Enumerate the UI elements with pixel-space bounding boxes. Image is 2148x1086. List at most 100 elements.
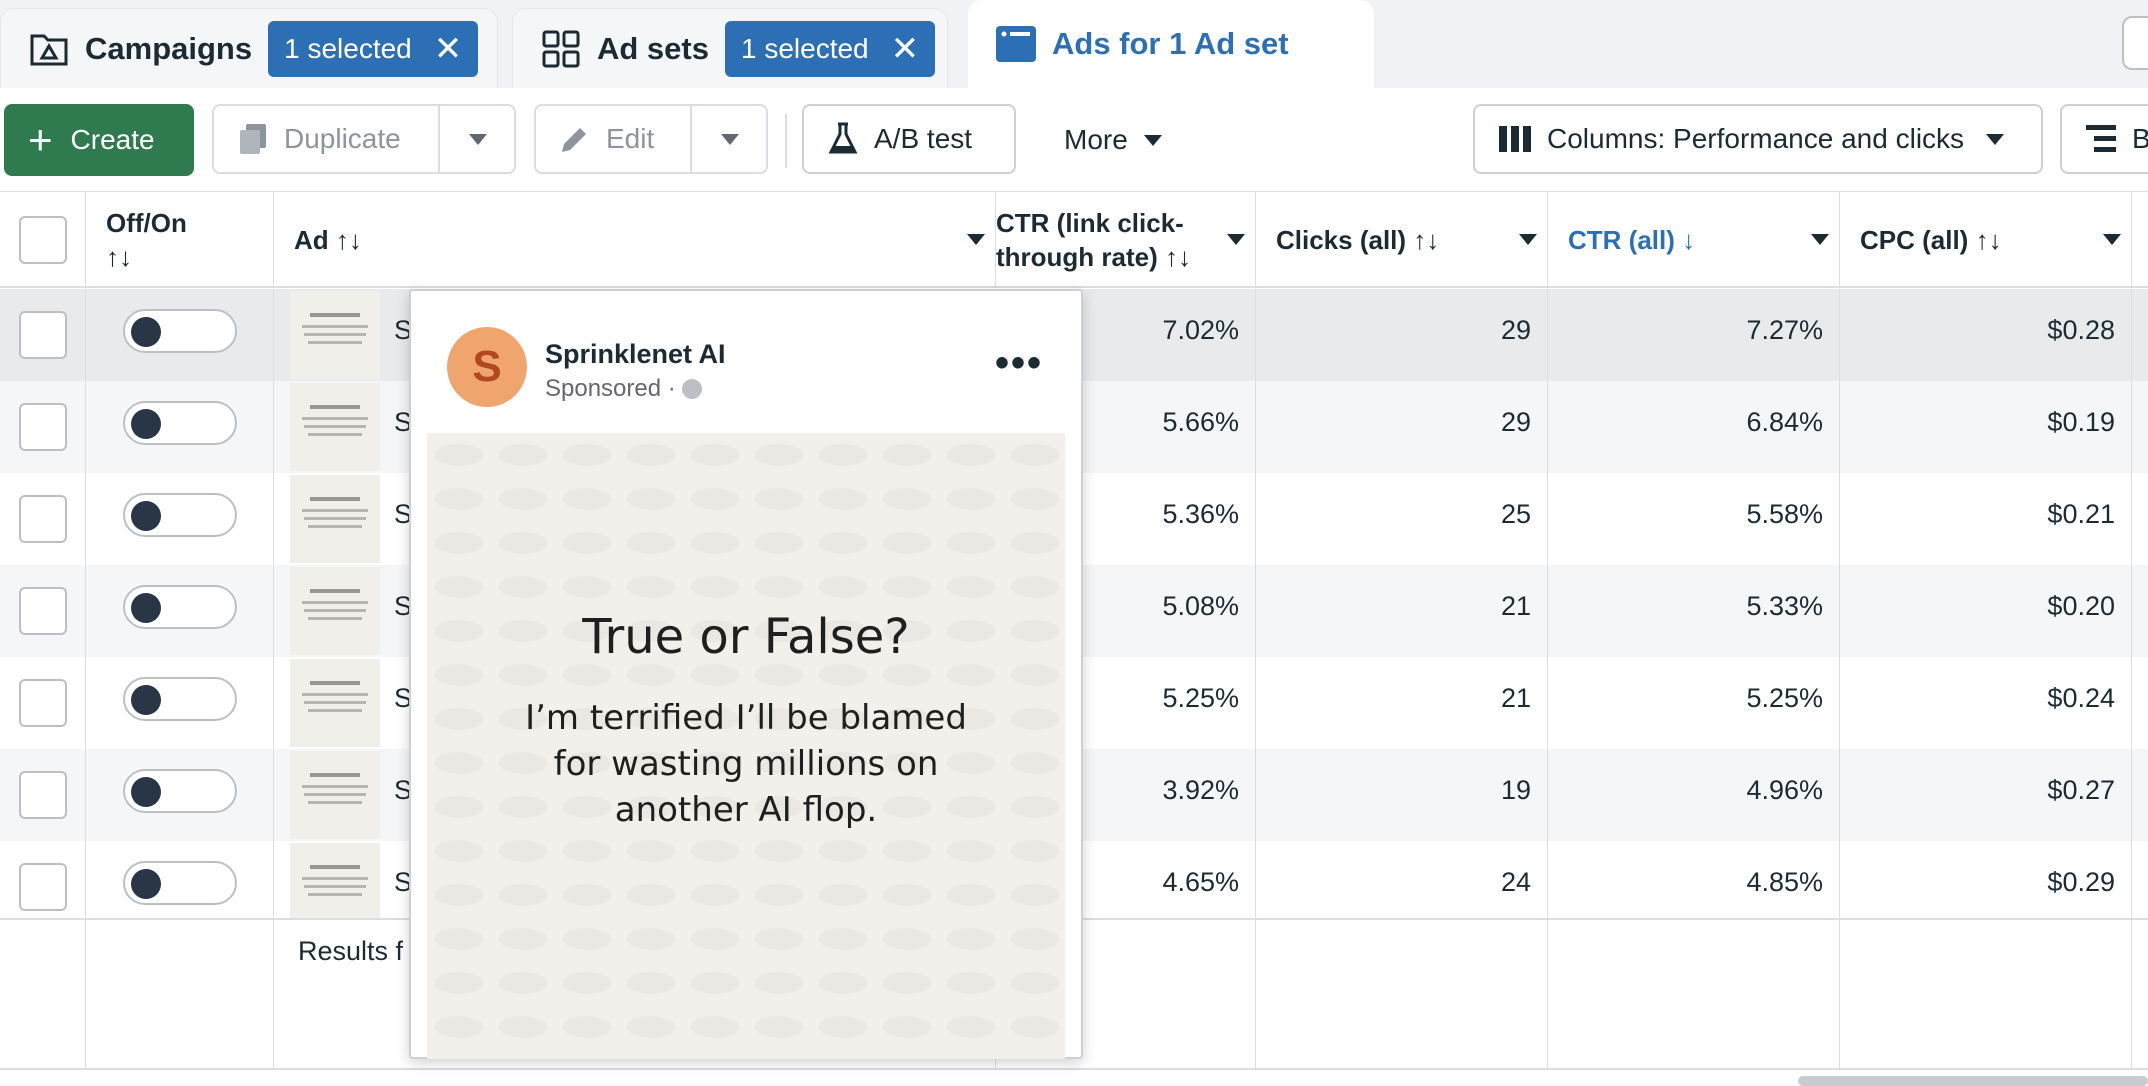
ad-toggle[interactable] bbox=[122, 585, 237, 629]
row-ad-cell[interactable]: S bbox=[274, 381, 996, 473]
row-ad-cell[interactable]: S bbox=[274, 657, 996, 749]
edit-button[interactable]: Edit bbox=[534, 104, 768, 174]
breakdown-button[interactable]: B bbox=[2060, 104, 2148, 174]
table-row[interactable]: S 5.25% 21 5.25% $0.24 bbox=[0, 657, 2148, 749]
ad-toggle[interactable] bbox=[122, 309, 237, 353]
ad-toggle[interactable] bbox=[122, 677, 237, 721]
header-ad-label: Ad bbox=[294, 225, 329, 255]
row-ctr-link: 5.66% bbox=[996, 381, 1256, 473]
chevron-down-icon[interactable] bbox=[1519, 234, 1537, 245]
sort-icon[interactable]: ↑↓ bbox=[1975, 225, 2002, 255]
row-ctr-link: 7.02% bbox=[996, 289, 1256, 381]
row-ctr-link: 5.36% bbox=[996, 473, 1256, 565]
row-cpc-all: $0.20 bbox=[1840, 565, 2132, 657]
ad-name[interactable]: S bbox=[394, 867, 413, 897]
toggle-knob bbox=[130, 593, 161, 623]
sort-icon[interactable]: ↑↓ bbox=[335, 225, 362, 255]
ad-thumbnail[interactable] bbox=[290, 475, 380, 563]
row-toggle-cell bbox=[86, 565, 274, 657]
ad-toggle[interactable] bbox=[122, 769, 237, 813]
header-off-on-label: Off/On bbox=[106, 208, 187, 238]
create-button[interactable]: + Create bbox=[4, 104, 194, 176]
select-all-checkbox[interactable] bbox=[18, 216, 67, 264]
sort-descending-icon[interactable]: ↓ bbox=[1682, 225, 1696, 255]
ad-name[interactable]: S bbox=[394, 775, 413, 805]
campaigns-selected-chip[interactable]: 1 selected ✕ bbox=[268, 20, 479, 77]
row-clicks: 29 bbox=[1256, 289, 1548, 381]
ad-toggle[interactable] bbox=[122, 401, 237, 445]
toggle-knob bbox=[130, 869, 161, 899]
row-checkbox[interactable] bbox=[18, 403, 67, 451]
header-cpc-all[interactable]: CPC (all) ↑↓ bbox=[1840, 192, 2132, 288]
row-ad-cell[interactable]: S bbox=[274, 749, 996, 841]
header-ad[interactable]: Ad ↑↓ bbox=[274, 192, 996, 288]
ad-name[interactable]: S bbox=[394, 315, 413, 345]
sort-icon[interactable]: ↑↓ bbox=[1413, 225, 1440, 255]
row-ad-cell[interactable]: S bbox=[274, 841, 996, 933]
bottom-border bbox=[0, 1068, 2148, 1070]
table-row[interactable]: S 5.36% 25 5.58% $0.21 bbox=[0, 473, 2148, 565]
ad-name[interactable]: S bbox=[394, 499, 413, 529]
ad-toggle[interactable] bbox=[122, 861, 237, 905]
toggle-knob bbox=[130, 685, 161, 715]
tab-ad-sets-label: Ad sets bbox=[597, 30, 709, 66]
row-select-cell bbox=[0, 749, 86, 841]
footer-cell bbox=[996, 920, 1256, 1070]
close-icon[interactable]: ✕ bbox=[433, 29, 463, 68]
sort-icon[interactable]: ↑↓ bbox=[1165, 242, 1191, 272]
row-toggle-cell bbox=[86, 381, 274, 473]
row-ctr-all: 4.96% bbox=[1548, 749, 1840, 841]
row-cpc-all: $0.24 bbox=[1840, 657, 2132, 749]
horizontal-scrollbar[interactable] bbox=[1798, 1076, 2148, 1086]
ad-name[interactable]: S bbox=[394, 407, 413, 437]
ad-name[interactable]: S bbox=[394, 683, 413, 713]
tab-overflow-button[interactable] bbox=[2122, 16, 2148, 70]
table-row[interactable]: S 4.65% 24 4.85% $0.29 bbox=[0, 841, 2148, 933]
ad-thumbnail[interactable] bbox=[290, 843, 380, 931]
toggle-knob bbox=[130, 409, 161, 439]
duplicate-dropdown[interactable] bbox=[438, 106, 516, 172]
header-off-on[interactable]: Off/On ↑↓ bbox=[86, 192, 274, 288]
page-name: Sprinklenet AI bbox=[545, 339, 726, 369]
breakdown-icon bbox=[2086, 125, 2116, 153]
header-ctr-all[interactable]: CTR (all) ↓ bbox=[1548, 192, 1840, 288]
ad-thumbnail[interactable] bbox=[290, 751, 380, 839]
sponsored-label: Sponsored · bbox=[545, 375, 702, 403]
row-ad-cell[interactable]: S bbox=[274, 289, 996, 381]
tab-ads[interactable]: Ads for 1 Ad set bbox=[968, 0, 1374, 88]
row-checkbox[interactable] bbox=[18, 311, 67, 359]
chevron-down-icon[interactable] bbox=[1811, 234, 1829, 245]
chevron-down-icon[interactable] bbox=[2103, 234, 2121, 245]
tab-ad-sets[interactable]: Ad sets 1 selected ✕ bbox=[512, 8, 948, 88]
row-checkbox[interactable] bbox=[18, 679, 67, 727]
header-clicks[interactable]: Clicks (all) ↑↓ bbox=[1256, 192, 1548, 288]
ad-thumbnail[interactable] bbox=[290, 567, 380, 655]
more-button[interactable]: More bbox=[1064, 104, 1162, 176]
row-checkbox[interactable] bbox=[18, 495, 67, 543]
ab-test-button[interactable]: A/B test bbox=[802, 104, 1016, 174]
row-cpc-all: $0.19 bbox=[1840, 381, 2132, 473]
ad-thumbnail[interactable] bbox=[290, 659, 380, 747]
ad-name[interactable]: S bbox=[394, 591, 413, 621]
row-checkbox[interactable] bbox=[18, 771, 67, 819]
ad-thumbnail[interactable] bbox=[290, 291, 380, 379]
ad-thumbnail[interactable] bbox=[290, 383, 380, 471]
ad-toggle[interactable] bbox=[122, 493, 237, 537]
close-icon[interactable]: ✕ bbox=[890, 29, 920, 68]
row-ad-cell[interactable]: S bbox=[274, 565, 996, 657]
row-ad-cell[interactable]: S bbox=[274, 473, 996, 565]
globe-icon bbox=[681, 379, 702, 399]
row-checkbox[interactable] bbox=[18, 863, 67, 911]
duplicate-button[interactable]: Duplicate bbox=[212, 104, 516, 174]
row-checkbox[interactable] bbox=[18, 587, 67, 635]
adsets-selected-chip[interactable]: 1 selected ✕ bbox=[724, 20, 936, 77]
more-options-icon[interactable]: ••• bbox=[995, 341, 1044, 385]
columns-button[interactable]: Columns: Performance and clicks bbox=[1473, 104, 2043, 174]
row-toggle-cell bbox=[86, 473, 274, 565]
tab-campaigns[interactable]: Campaigns 1 selected ✕ bbox=[0, 8, 498, 88]
header-ctr-link[interactable]: CTR (link click-through rate) ↑↓ bbox=[996, 192, 1256, 288]
sort-icon[interactable]: ↑↓ bbox=[106, 242, 132, 272]
edit-dropdown[interactable] bbox=[690, 106, 768, 172]
chevron-down-icon[interactable] bbox=[967, 234, 985, 245]
chevron-down-icon[interactable] bbox=[1227, 234, 1245, 245]
